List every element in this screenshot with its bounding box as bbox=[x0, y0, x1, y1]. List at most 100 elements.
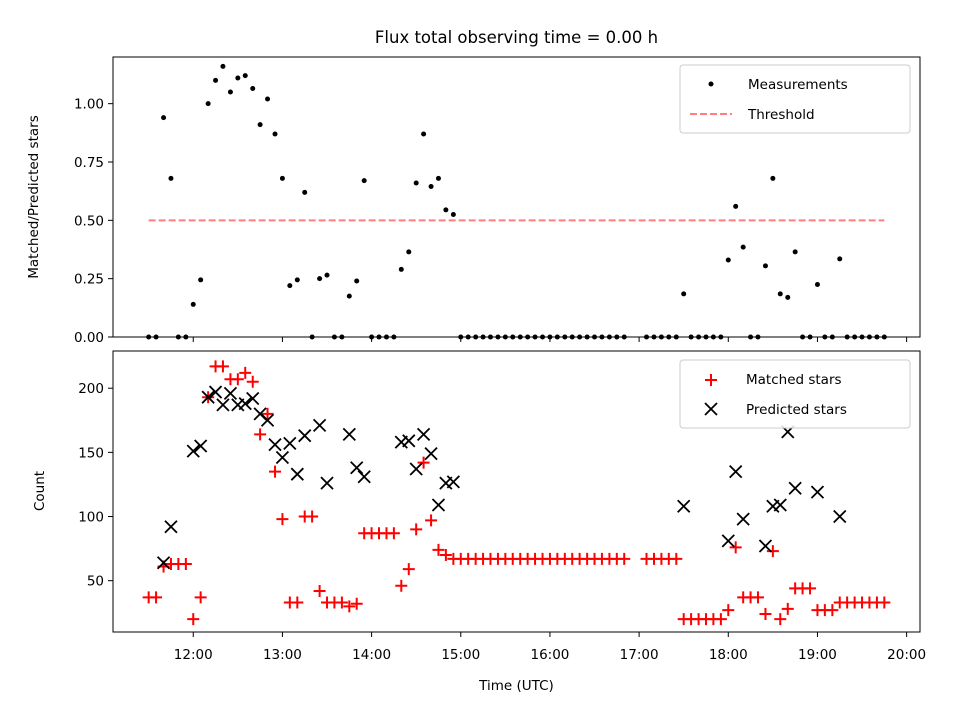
predicted-star-marker bbox=[320, 476, 334, 490]
measurement-point bbox=[406, 249, 412, 255]
ratio-y-tick-label: 0.00 bbox=[74, 330, 104, 346]
measurement-point bbox=[346, 293, 352, 299]
legend-measurements-label: Measurements bbox=[748, 77, 848, 93]
measurement-point bbox=[762, 263, 768, 269]
measurement-point bbox=[413, 180, 419, 186]
predicted-star-marker bbox=[810, 485, 825, 499]
matched-star-marker bbox=[618, 552, 631, 565]
predicted-star-marker bbox=[721, 534, 735, 548]
predicted-star-marker bbox=[736, 512, 750, 526]
measurement-point bbox=[213, 77, 219, 83]
count-points bbox=[142, 360, 891, 626]
matched-star-marker bbox=[261, 407, 274, 420]
measurement-point bbox=[777, 291, 783, 297]
matched-star-marker bbox=[766, 545, 779, 558]
predicted-star-marker bbox=[283, 436, 297, 451]
matched-star-marker bbox=[343, 600, 356, 613]
predicted-star-marker bbox=[238, 396, 252, 411]
x-tick-label: 13:00 bbox=[263, 647, 302, 663]
measurement-point bbox=[354, 278, 360, 284]
matched-star-marker bbox=[187, 613, 200, 626]
x-tick-label: 12:00 bbox=[174, 647, 213, 663]
measurement-point bbox=[168, 175, 174, 181]
x-tick-label: 16:00 bbox=[530, 647, 569, 663]
predicted-star-marker bbox=[350, 461, 364, 475]
matched-star-marker bbox=[387, 527, 400, 540]
count-y-tick-label: 150 bbox=[78, 445, 104, 461]
ratio-y-tick-label: 0.25 bbox=[74, 272, 104, 288]
matched-star-marker bbox=[276, 513, 289, 526]
count-legend: Matched stars Predicted stars bbox=[679, 359, 911, 429]
matched-star-marker bbox=[254, 428, 267, 441]
matched-star-marker bbox=[216, 360, 229, 373]
predicted-star-marker bbox=[446, 475, 461, 489]
matched-star-marker bbox=[239, 366, 252, 379]
measurement-point bbox=[287, 283, 293, 289]
measurement-point bbox=[733, 203, 739, 209]
matched-star-marker bbox=[402, 563, 415, 576]
x-tick-label: 18:00 bbox=[709, 647, 748, 663]
measurement-point bbox=[242, 73, 248, 79]
predicted-star-marker bbox=[268, 438, 282, 452]
predicted-star-marker bbox=[342, 427, 356, 442]
count-x-ticks: 12:00 13:00 14:00 15:00 16:00 17:00 18:00 19:00… bbox=[174, 632, 926, 663]
matched-star-marker bbox=[179, 557, 192, 570]
legend-predicted-label: Predicted stars bbox=[746, 402, 847, 418]
x-tick-label: 19:00 bbox=[798, 647, 837, 663]
measurement-point bbox=[272, 131, 278, 137]
predicted-star-marker bbox=[409, 462, 423, 476]
chart-title: Flux total observing time = 0.00 h bbox=[375, 28, 658, 47]
predicted-star-marker bbox=[833, 509, 847, 524]
count-axes-frame bbox=[112, 350, 921, 633]
measurement-point bbox=[190, 301, 196, 307]
predicted-star-marker bbox=[194, 439, 208, 453]
ratio-y-tick-label: 1.00 bbox=[74, 97, 104, 113]
matched-star-marker bbox=[306, 510, 319, 523]
measurement-point bbox=[257, 122, 263, 128]
matched-star-marker bbox=[246, 375, 259, 388]
measurement-point bbox=[681, 291, 687, 297]
measurement-point bbox=[435, 175, 441, 181]
matched-star-marker bbox=[804, 582, 817, 595]
predicted-star-marker bbox=[424, 447, 438, 461]
matched-star-marker bbox=[432, 543, 445, 556]
matched-star-marker bbox=[269, 465, 282, 478]
measurement-point bbox=[205, 101, 211, 107]
measurement-point bbox=[227, 89, 233, 95]
ratio-x-ticks bbox=[192, 337, 908, 342]
matched-star-marker bbox=[417, 456, 430, 469]
x-tick-label: 15:00 bbox=[441, 647, 480, 663]
count-legend-box bbox=[679, 359, 911, 429]
measurement-point bbox=[161, 115, 167, 121]
matched-star-marker bbox=[291, 596, 304, 609]
count-panel: 50 100 150 200 12:00 13:00 14:00 15:00 16:00 17:… bbox=[32, 350, 926, 694]
matched-star-marker bbox=[410, 523, 423, 536]
measurement-point bbox=[450, 212, 456, 217]
ratio-axes-frame bbox=[112, 56, 921, 338]
x-axis-label: Time (UTC) bbox=[478, 678, 554, 694]
matched-star-marker bbox=[335, 596, 348, 609]
x-tick-label: 14:00 bbox=[352, 647, 391, 663]
measurement-point bbox=[792, 249, 798, 255]
predicted-star-marker bbox=[275, 450, 290, 465]
matched-star-marker bbox=[439, 549, 452, 562]
matched-star-marker bbox=[714, 613, 727, 626]
ratio-y-tick-label: 0.50 bbox=[74, 213, 104, 229]
predicted-star-marker bbox=[290, 467, 304, 481]
measurement-point bbox=[443, 207, 449, 213]
measurement-point bbox=[421, 131, 427, 137]
measurement-point bbox=[198, 277, 204, 283]
predicted-star-marker bbox=[246, 391, 260, 406]
ratio-legend-box bbox=[679, 64, 911, 134]
matched-star-marker bbox=[781, 602, 794, 615]
measurement-point bbox=[361, 178, 367, 184]
predicted-star-marker bbox=[208, 385, 223, 399]
predicted-star-marker bbox=[416, 427, 431, 442]
predicted-star-marker bbox=[223, 386, 238, 400]
ratio-y-tick-label: 0.75 bbox=[74, 155, 104, 171]
matched-star-marker bbox=[826, 604, 839, 617]
predicted-star-marker bbox=[758, 539, 773, 553]
matched-star-marker bbox=[425, 514, 438, 527]
x-tick-label: 20:00 bbox=[887, 647, 926, 663]
matched-star-marker bbox=[878, 596, 891, 609]
